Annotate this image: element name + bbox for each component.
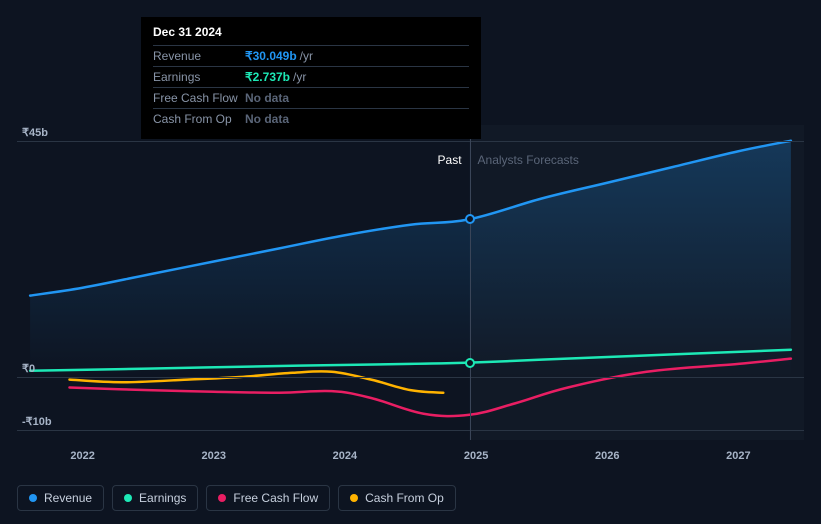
legend-swatch <box>29 494 37 502</box>
legend-item-cash_from_op[interactable]: Cash From Op <box>338 485 456 511</box>
earnings-revenue-chart[interactable]: Past Analysts Forecasts ₹45b₹0-₹10b20222… <box>17 125 804 440</box>
past-region-label: Past <box>438 153 462 167</box>
revenue-marker <box>465 214 475 224</box>
legend-item-revenue[interactable]: Revenue <box>17 485 104 511</box>
legend-swatch <box>350 494 358 502</box>
legend-label: Free Cash Flow <box>233 491 318 505</box>
x-axis-label: 2023 <box>202 450 226 462</box>
gridline <box>17 141 804 142</box>
y-axis-label: ₹0 <box>22 362 35 375</box>
x-axis-label: 2026 <box>595 450 619 462</box>
forecast-region-label: Analysts Forecasts <box>478 153 579 167</box>
x-axis-label: 2025 <box>464 450 488 462</box>
tooltip-metric-value: ₹30.049b <box>245 49 297 63</box>
tooltip-row: Free Cash FlowNo data <box>153 87 469 108</box>
current-date-divider <box>470 125 471 440</box>
tooltip-metric-suffix: /yr <box>293 70 306 84</box>
legend-label: Cash From Op <box>365 491 444 505</box>
tooltip-metric-label: Revenue <box>153 49 245 63</box>
y-axis-label: -₹10b <box>22 415 52 428</box>
tooltip-date: Dec 31 2024 <box>153 25 469 45</box>
tooltip-metric-value: ₹2.737b <box>245 70 290 84</box>
tooltip-metric-value: No data <box>245 91 289 105</box>
legend-item-free_cash_flow[interactable]: Free Cash Flow <box>206 485 330 511</box>
tooltip-metric-label: Earnings <box>153 70 245 84</box>
legend-swatch <box>218 494 226 502</box>
tooltip-metric-label: Cash From Op <box>153 112 245 126</box>
earnings-marker <box>465 358 475 368</box>
tooltip-metric-label: Free Cash Flow <box>153 91 245 105</box>
tooltip-row: Cash From OpNo data <box>153 108 469 129</box>
legend-swatch <box>124 494 132 502</box>
y-axis-label: ₹45b <box>22 126 48 139</box>
hover-tooltip: Dec 31 2024 Revenue₹30.049b/yrEarnings₹2… <box>141 17 481 139</box>
tooltip-row: Earnings₹2.737b/yr <box>153 66 469 87</box>
tooltip-metric-suffix: /yr <box>300 49 313 63</box>
chart-plot-area <box>17 125 804 440</box>
gridline <box>17 377 804 378</box>
gridline <box>17 430 804 431</box>
x-axis-label: 2024 <box>333 450 357 462</box>
tooltip-metric-value: No data <box>245 112 289 126</box>
chart-legend: Revenue Earnings Free Cash Flow Cash From O… <box>17 485 456 511</box>
x-axis-label: 2022 <box>70 450 94 462</box>
legend-label: Revenue <box>44 491 92 505</box>
tooltip-row: Revenue₹30.049b/yr <box>153 45 469 66</box>
legend-label: Earnings <box>139 491 186 505</box>
legend-item-earnings[interactable]: Earnings <box>112 485 198 511</box>
x-axis-label: 2027 <box>726 450 750 462</box>
